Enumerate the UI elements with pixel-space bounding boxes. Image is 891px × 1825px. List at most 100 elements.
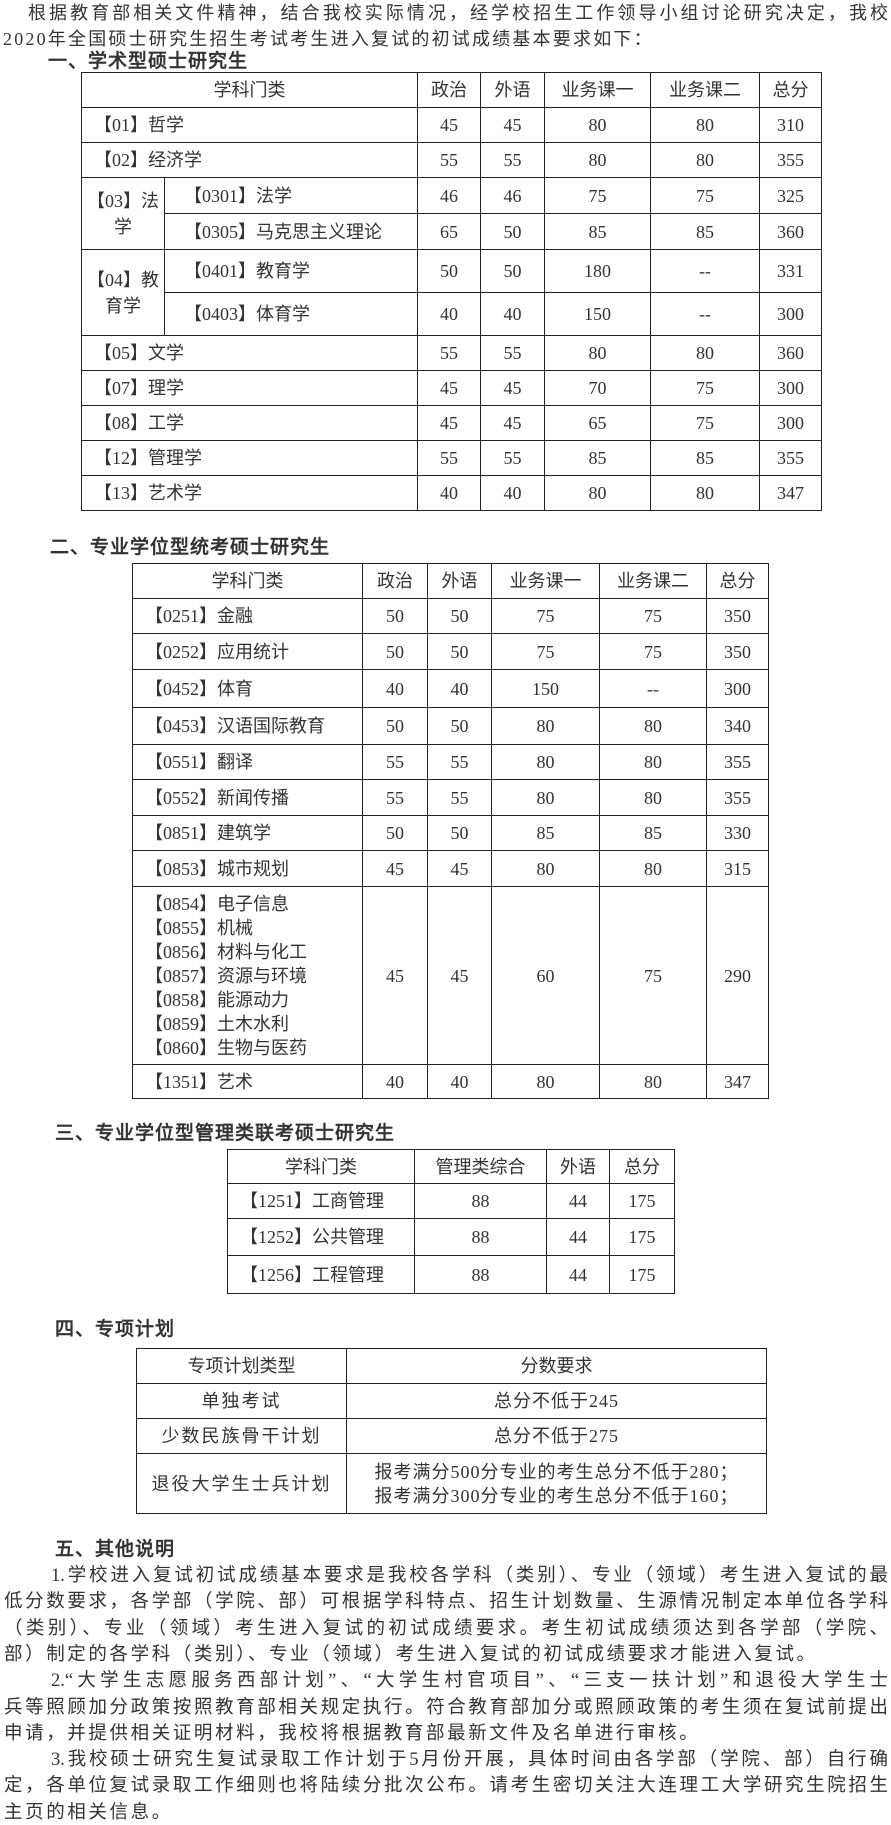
discipline-label: 【08】工学 bbox=[81, 405, 418, 441]
table-row: 【0851】建筑学 50 50 85 85 330 bbox=[132, 815, 769, 851]
score-cell: 55 bbox=[417, 440, 481, 476]
header-row: 学科门类 政治 外语 业务课一 业务课二 总分 bbox=[132, 563, 769, 599]
discipline-label-line: 【1351】艺术 bbox=[145, 1071, 253, 1092]
note-line: 2.“大学生志愿服务西部计划”、“大学生村官项目”、“三支一扶计划”和退役大学生… bbox=[51, 1671, 888, 1692]
score-cell: 75 bbox=[491, 633, 600, 670]
requirement-line: 报考满分500分专业的考生总分不低于280； bbox=[374, 1461, 739, 1482]
score-cell: 300 bbox=[759, 370, 822, 406]
score-cell: 347 bbox=[706, 1064, 769, 1099]
section1-heading: 一、学术型硕士研究生 bbox=[48, 51, 249, 72]
discipline-label-line: 【0857】资源与环境 bbox=[145, 965, 307, 986]
discipline-label: 【1252】公共管理 bbox=[227, 1218, 415, 1256]
score-cell: 175 bbox=[609, 1218, 675, 1256]
discipline-group-label: 【04】教育学 bbox=[81, 249, 165, 336]
discipline-label-line: 【0853】城市规划 bbox=[145, 858, 289, 879]
column-header: 学科门类 bbox=[81, 72, 418, 108]
score-cell: 45 bbox=[362, 886, 428, 1065]
discipline-label-line: 【0251】金融 bbox=[145, 606, 253, 626]
table-row: 【1256】工程管理 88 44 175 bbox=[227, 1255, 675, 1294]
score-cell: 175 bbox=[609, 1183, 675, 1219]
score-cell: 50 bbox=[417, 249, 481, 293]
score-cell: 290 bbox=[706, 886, 769, 1065]
column-header: 总分 bbox=[706, 563, 769, 599]
discipline-label-line: 【0859】土木水利 bbox=[145, 1013, 289, 1034]
score-cell: 300 bbox=[706, 669, 769, 708]
column-header: 专项计划类型 bbox=[136, 1348, 347, 1384]
table-row: 【07】理学 45 45 70 75 300 bbox=[81, 370, 822, 406]
score-cell: 50 bbox=[362, 815, 428, 851]
score-cell: 65 bbox=[544, 405, 651, 441]
score-cell: 40 bbox=[362, 1064, 428, 1099]
score-cell: -- bbox=[599, 669, 707, 708]
discipline-label-line: 【0860】生物与医药 bbox=[145, 1037, 307, 1058]
score-cell: 85 bbox=[599, 815, 707, 851]
note-line: 申请，并提供相关证明材料，我校将根据教育部最新文件及名单进行审核。 bbox=[4, 1723, 701, 1744]
discipline-label-line: 【0452】体育 bbox=[145, 678, 253, 699]
discipline-label-line: 【0856】材料与化工 bbox=[145, 941, 307, 962]
discipline-label-line: 【0854】电子信息 bbox=[145, 893, 289, 914]
score-cell: 85 bbox=[544, 213, 651, 250]
score-requirement: 报考满分500分专业的考生总分不低于280； 报考满分300分专业的考生总分不低于… bbox=[346, 1453, 767, 1514]
score-cell: 40 bbox=[480, 475, 545, 511]
column-header: 业务课二 bbox=[599, 563, 707, 599]
score-cell: 45 bbox=[417, 107, 481, 143]
score-cell: 300 bbox=[759, 292, 822, 336]
score-cell: 44 bbox=[546, 1183, 610, 1219]
table-row: 【0403】体育学 40 40 150 -- 300 bbox=[82, 292, 822, 336]
discipline-label: 【0452】体育 bbox=[132, 669, 363, 708]
score-cell: 80 bbox=[544, 142, 651, 178]
score-cell: 50 bbox=[362, 598, 428, 634]
score-cell: 55 bbox=[480, 440, 545, 476]
discipline-label: 【0252】应用统计 bbox=[132, 633, 363, 670]
note-line: 定，各单位复试录取工作细则也将陆续分批次公布。请考生密切关注大连理工大学研究生院… bbox=[4, 1776, 888, 1797]
score-cell: 80 bbox=[650, 142, 760, 178]
score-cell: 55 bbox=[417, 335, 481, 371]
table-row: 单独考试 总分不低于245 bbox=[136, 1383, 767, 1419]
score-cell: 55 bbox=[417, 142, 481, 178]
score-cell: 45 bbox=[362, 850, 428, 887]
score-cell: 75 bbox=[599, 886, 707, 1065]
score-requirement: 总分不低于245 bbox=[346, 1383, 767, 1419]
score-cell: 80 bbox=[544, 475, 651, 511]
score-cell: 325 bbox=[759, 177, 822, 214]
discipline-label: 【0401】教育学 bbox=[164, 249, 418, 293]
note-line: 主页的相关信息。 bbox=[4, 1802, 173, 1823]
section2-heading: 二、专业学位型统考硕士研究生 bbox=[50, 537, 331, 558]
column-header: 政治 bbox=[417, 72, 481, 108]
score-cell: 50 bbox=[427, 633, 492, 670]
score-cell: 50 bbox=[427, 598, 492, 634]
score-cell: 350 bbox=[706, 598, 769, 634]
column-header: 总分 bbox=[759, 72, 822, 108]
table-row: 【12】管理学 55 55 85 85 355 bbox=[81, 440, 822, 476]
score-cell: -- bbox=[650, 292, 760, 336]
score-cell: 355 bbox=[706, 779, 769, 816]
score-cell: 360 bbox=[759, 213, 822, 250]
discipline-label: 【1256】工程管理 bbox=[227, 1255, 415, 1294]
table-row: 少数民族骨干计划 总分不低于275 bbox=[136, 1418, 767, 1454]
score-cell: 75 bbox=[599, 633, 707, 670]
table-row: 【08】工学 45 45 65 75 300 bbox=[81, 405, 822, 441]
score-cell: 315 bbox=[706, 850, 769, 887]
score-cell: 60 bbox=[491, 886, 600, 1065]
column-header: 分数要求 bbox=[346, 1348, 767, 1384]
table-row: 【13】艺术学 40 40 80 80 347 bbox=[81, 475, 822, 511]
table-row: 【1351】艺术 40 40 80 80 347 bbox=[132, 1064, 769, 1099]
discipline-label: 【0854】电子信息 【0855】机械 【0856】材料与化工 【0857】资源与环境… bbox=[132, 886, 363, 1065]
score-cell: 45 bbox=[480, 107, 545, 143]
section5-heading: 五、其他说明 bbox=[55, 1539, 176, 1560]
score-cell: 85 bbox=[650, 440, 760, 476]
score-cell: 55 bbox=[362, 744, 428, 780]
score-cell: 80 bbox=[544, 107, 651, 143]
discipline-label: 【12】管理学 bbox=[81, 440, 418, 476]
discipline-label: 【0301】法学 bbox=[164, 177, 418, 214]
score-cell: 80 bbox=[491, 779, 600, 816]
score-cell: 350 bbox=[706, 633, 769, 670]
score-cell: 50 bbox=[480, 249, 545, 293]
column-header: 学科门类 bbox=[227, 1149, 415, 1184]
score-cell: 55 bbox=[362, 779, 428, 816]
discipline-label: 【0551】翻译 bbox=[132, 744, 363, 780]
discipline-label: 【07】理学 bbox=[81, 370, 418, 406]
score-cell: 340 bbox=[706, 707, 769, 745]
table-row: 【04】教育学 【0401】教育学 50 50 180 -- 331 bbox=[81, 249, 822, 336]
score-cell: 70 bbox=[544, 370, 651, 406]
